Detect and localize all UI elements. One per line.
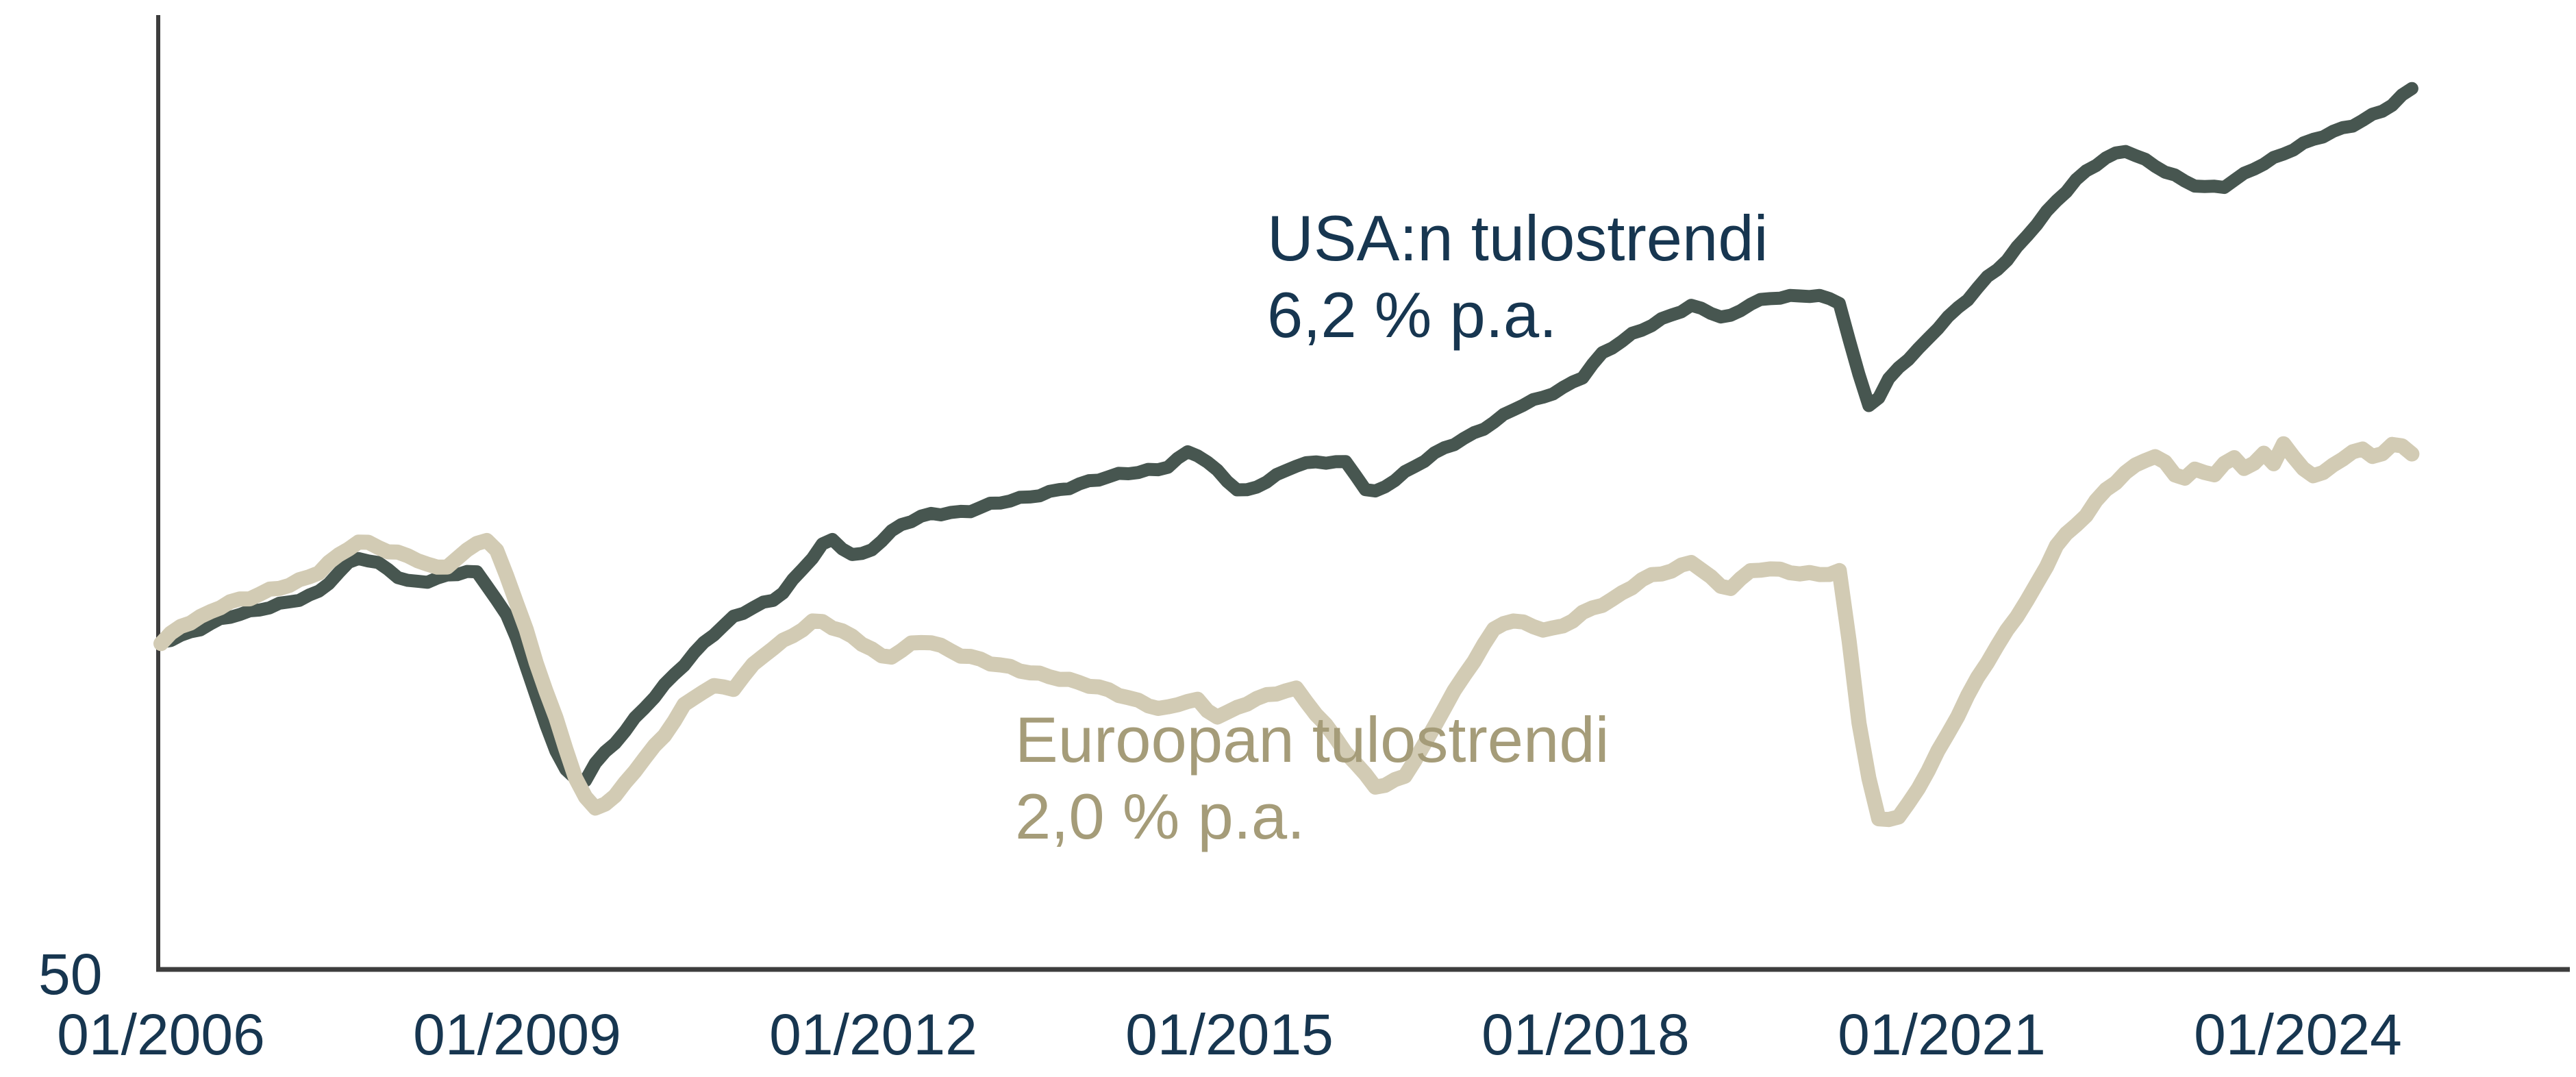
usa-series-annotation: USA:n tulostrendi 6,2 % p.a. [1267, 200, 1768, 354]
europe-series-annotation: Euroopan tulostrendi 2,0 % p.a. [1015, 702, 1609, 855]
x-tick-label: 01/2015 [1125, 1002, 1334, 1067]
europe-series-line [153, 436, 2420, 828]
usa-series-line [154, 82, 2418, 787]
x-tick-label: 01/2024 [2194, 1002, 2402, 1067]
europe-annotation-rate: 2,0 % p.a. [1015, 780, 1305, 852]
x-tick-label: 01/2021 [1838, 1002, 2046, 1067]
usa-annotation-rate: 6,2 % p.a. [1267, 279, 1558, 351]
y-axis-tick-label: 50 [38, 942, 103, 1006]
x-tick-label: 01/2018 [1481, 1002, 1690, 1067]
x-tick-label: 01/2006 [57, 1002, 265, 1067]
x-tick-label: 01/2009 [413, 1002, 621, 1067]
x-axis-tick-labels: 01/2006 01/2009 01/2012 01/2015 01/2018 01/20… [0, 1002, 2576, 1077]
series-layer [153, 82, 2420, 828]
usa-annotation-name: USA:n tulostrendi [1267, 202, 1768, 274]
x-tick-label: 01/2012 [769, 1002, 977, 1067]
europe-annotation-name: Euroopan tulostrendi [1015, 704, 1610, 776]
